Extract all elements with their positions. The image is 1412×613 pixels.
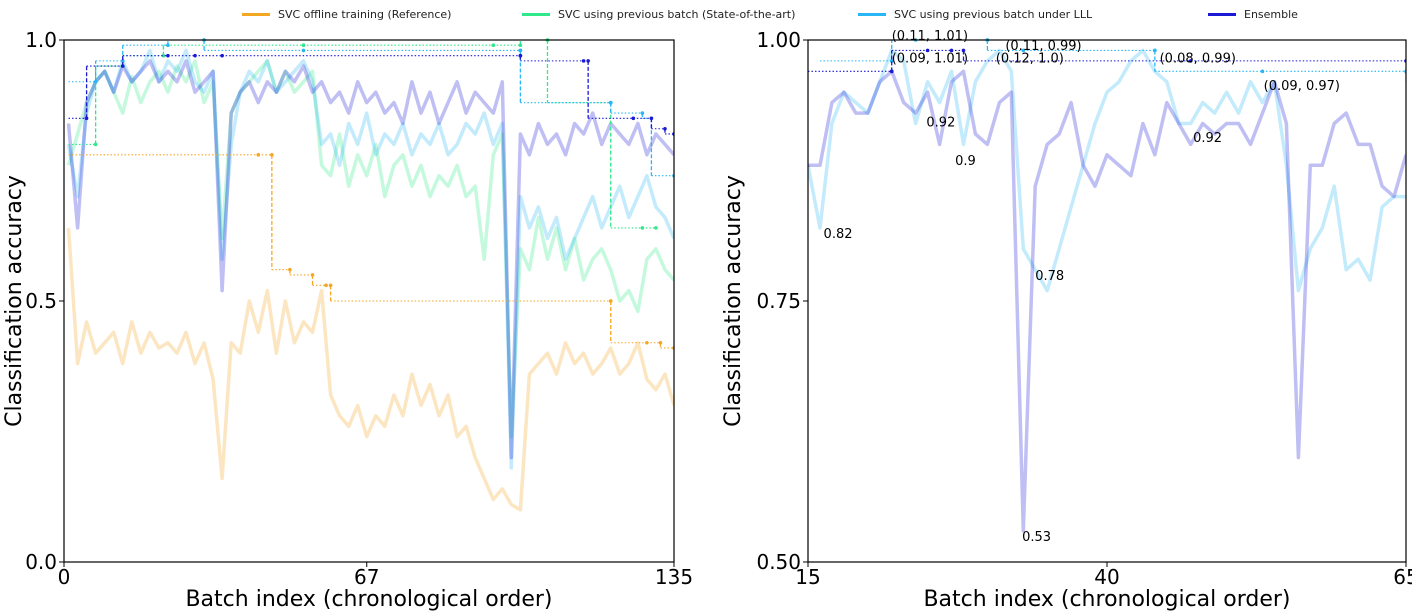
- step-marker: [310, 273, 315, 277]
- step-marker: [663, 126, 667, 131]
- legend-label: SVC using previous batch (State-of-the-a…: [558, 7, 796, 21]
- annotation-label: 0.78: [1035, 269, 1064, 284]
- legend-label: Ensemble: [1244, 7, 1298, 21]
- y-tick-label: 1.00: [756, 28, 801, 52]
- annotation-label: 0.92: [926, 115, 955, 130]
- series-line: [808, 48, 1406, 293]
- step-marker: [640, 111, 645, 115]
- chart-panel-2: 0.82 (0.11, 1.01) (0.09, 1.01) 0.92 0.9 (0.12…: [721, 28, 1412, 612]
- legend-item: SVC offline training (Reference): [242, 6, 451, 22]
- step-marker: [93, 142, 98, 147]
- annotation-label: 0.92: [1193, 131, 1222, 146]
- annotation-label: (0.08, 0.99): [1160, 52, 1236, 67]
- step-marker: [270, 153, 274, 157]
- x-tick-label: 0: [58, 565, 71, 589]
- series-line: [66, 48, 674, 470]
- legend-label: SVC using previous batch under LLL: [894, 7, 1093, 21]
- step-marker: [518, 43, 523, 48]
- annotation-label: (0.12, 1.0): [996, 52, 1064, 67]
- series-line: [808, 69, 1406, 533]
- legend-swatch: [242, 12, 270, 16]
- series-line: [66, 59, 674, 460]
- annotation-label: (0.11, 1.01): [892, 29, 968, 44]
- legend-label: SVC offline training (Reference): [278, 7, 452, 21]
- annotation-label: (0.09, 0.97): [1264, 79, 1340, 94]
- y-tick-label: 0.75: [756, 289, 801, 313]
- x-tick-label: 67: [354, 565, 379, 589]
- step-marker: [93, 79, 98, 84]
- y-tick-label: 0.50: [756, 550, 801, 574]
- step-marker: [889, 59, 894, 63]
- x-axis-title: Batch index (chronological order): [185, 587, 552, 612]
- x-tick-label: 135: [655, 565, 693, 589]
- legend-item: SVC using previous batch (State-of-the-a…: [522, 6, 795, 22]
- x-tick-label: 40: [1094, 565, 1119, 589]
- annotation-label: (0.09, 1.01): [892, 52, 968, 67]
- plot-area: [808, 38, 1406, 533]
- step-marker: [1153, 48, 1157, 53]
- y-axis-title: Classification accuracy: [721, 175, 746, 427]
- y-tick-label: 0.5: [25, 289, 57, 313]
- x-tick-label: 65: [1393, 565, 1412, 589]
- step-marker: [889, 69, 894, 74]
- step-marker: [608, 299, 613, 303]
- annotation-label: 0.82: [824, 227, 853, 242]
- annotation-label: 0.53: [1022, 530, 1051, 545]
- step-marker: [658, 340, 663, 345]
- step-marker: [518, 53, 523, 58]
- step-marker: [328, 283, 333, 288]
- series-line: [66, 59, 674, 439]
- plot-frame: [807, 39, 1407, 563]
- annotation-label: 0.9: [955, 154, 976, 169]
- series-line: [66, 227, 674, 512]
- x-tick-label: 15: [795, 565, 820, 589]
- chart-panel-1: 0 67 135 0.0 0.5 1.0 Batch index (chronologica…: [2, 28, 693, 612]
- legend-item: Ensemble: [1208, 6, 1298, 22]
- step-marker: [120, 64, 125, 68]
- plot-area: [66, 38, 674, 512]
- step-marker: [586, 59, 590, 63]
- step-marker: [120, 59, 125, 63]
- legend-swatch: [858, 12, 886, 16]
- step-marker: [654, 226, 658, 230]
- step-marker: [608, 100, 613, 105]
- y-axis-title: Classification accuracy: [2, 175, 27, 427]
- step-marker: [518, 48, 523, 53]
- step-marker: [161, 53, 166, 58]
- legend-item: SVC using previous batch under LLL: [858, 6, 1092, 22]
- annotation-label: (0.11, 0.99): [1005, 39, 1081, 54]
- x-axis-title: Batch index (chronological order): [923, 587, 1290, 612]
- y-tick-label: 0.0: [25, 550, 57, 574]
- legend-swatch: [1208, 12, 1236, 16]
- step-marker: [166, 43, 170, 48]
- step-marker: [649, 116, 654, 121]
- step-marker: [84, 116, 89, 121]
- legend: SVC offline training (Reference) SVC usin…: [0, 0, 1412, 30]
- step-marker: [288, 267, 292, 272]
- y-tick-label: 1.0: [25, 28, 57, 52]
- legend-swatch: [522, 12, 550, 16]
- step-marker: [961, 48, 966, 53]
